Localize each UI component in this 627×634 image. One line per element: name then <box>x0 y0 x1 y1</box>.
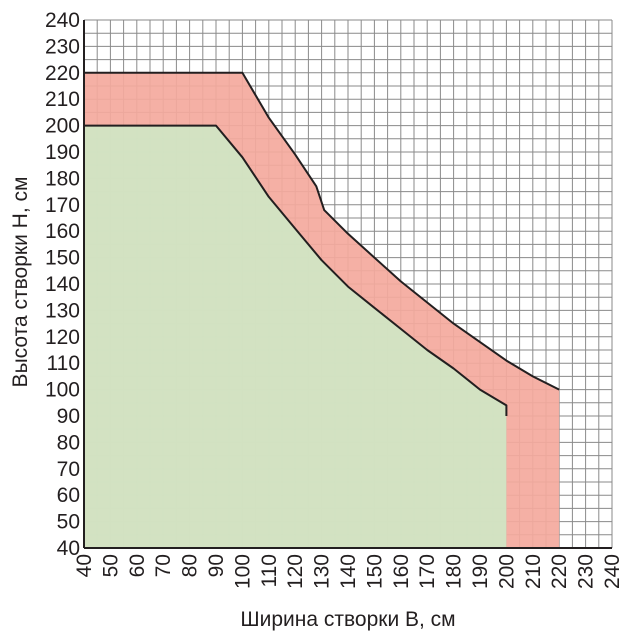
x-tick-label: 80 <box>179 554 202 577</box>
y-tick-label: 210 <box>45 88 80 111</box>
y-tick-labels: 40 50 60 70 80 90 100 110 120 130 140 150 160 170 180 1… <box>45 9 80 560</box>
x-tick-label: 190 <box>469 554 492 589</box>
series-boundary-max <box>84 71 560 391</box>
y-tick-label: 220 <box>45 62 80 85</box>
x-tick-label: 230 <box>575 554 598 589</box>
y-tick-label: 80 <box>57 431 80 454</box>
x-tick-label: 160 <box>390 554 413 589</box>
y-tick-label: 170 <box>45 194 80 217</box>
x-tick-label: 200 <box>495 554 518 589</box>
y-tick-label: 100 <box>45 379 80 402</box>
y-tick-label: 200 <box>45 115 80 138</box>
x-tick-label: 60 <box>126 554 149 577</box>
y-tick-label: 180 <box>45 167 80 190</box>
x-axis-label: Ширина створки B, см <box>240 608 455 631</box>
y-tick-label: 240 <box>45 9 80 32</box>
y-tick-label: 50 <box>57 511 80 534</box>
y-tick-label: 190 <box>45 141 80 164</box>
y-tick-label: 90 <box>57 405 80 428</box>
x-tick-label: 150 <box>363 554 386 589</box>
y-axis-label: Высота створки H, см <box>9 177 32 388</box>
y-tick-label: 160 <box>45 220 80 243</box>
y-tick-label: 110 <box>47 352 80 375</box>
y-tick-label: 130 <box>45 299 80 322</box>
series-layer <box>84 71 560 549</box>
plot-frame <box>83 20 612 549</box>
x-tick-label: 140 <box>337 554 360 589</box>
x-tick-label: 70 <box>152 554 175 577</box>
y-tick-label: 70 <box>57 458 80 481</box>
y-tick-label: 60 <box>57 484 80 507</box>
x-tick-label: 100 <box>231 554 254 589</box>
x-tick-label: 210 <box>522 554 545 589</box>
x-tick-label: 50 <box>99 554 122 577</box>
x-tick-label: 120 <box>284 554 307 589</box>
series-area-recommended <box>84 125 507 548</box>
y-tick-label: 150 <box>45 247 80 270</box>
x-tick-label: 220 <box>548 554 571 589</box>
x-tick-label: 180 <box>443 554 466 589</box>
x-tick-label: 110 <box>258 554 281 587</box>
x-tick-label: 130 <box>311 554 334 589</box>
series-boundary-recommended <box>84 124 508 416</box>
y-tick-label: 120 <box>45 326 80 349</box>
x-tick-label: 90 <box>205 554 228 577</box>
x-tick-labels: 40 50 60 70 80 90 100 110 120 130 140 150 160 170 180 1… <box>73 554 624 589</box>
y-tick-label: 40 <box>57 537 80 560</box>
x-tick-label: 240 <box>601 554 624 589</box>
x-tick-label: 170 <box>416 554 439 589</box>
y-tick-label: 140 <box>45 273 80 296</box>
x-tick-label: 40 <box>73 554 96 577</box>
y-tick-label: 230 <box>45 35 80 58</box>
